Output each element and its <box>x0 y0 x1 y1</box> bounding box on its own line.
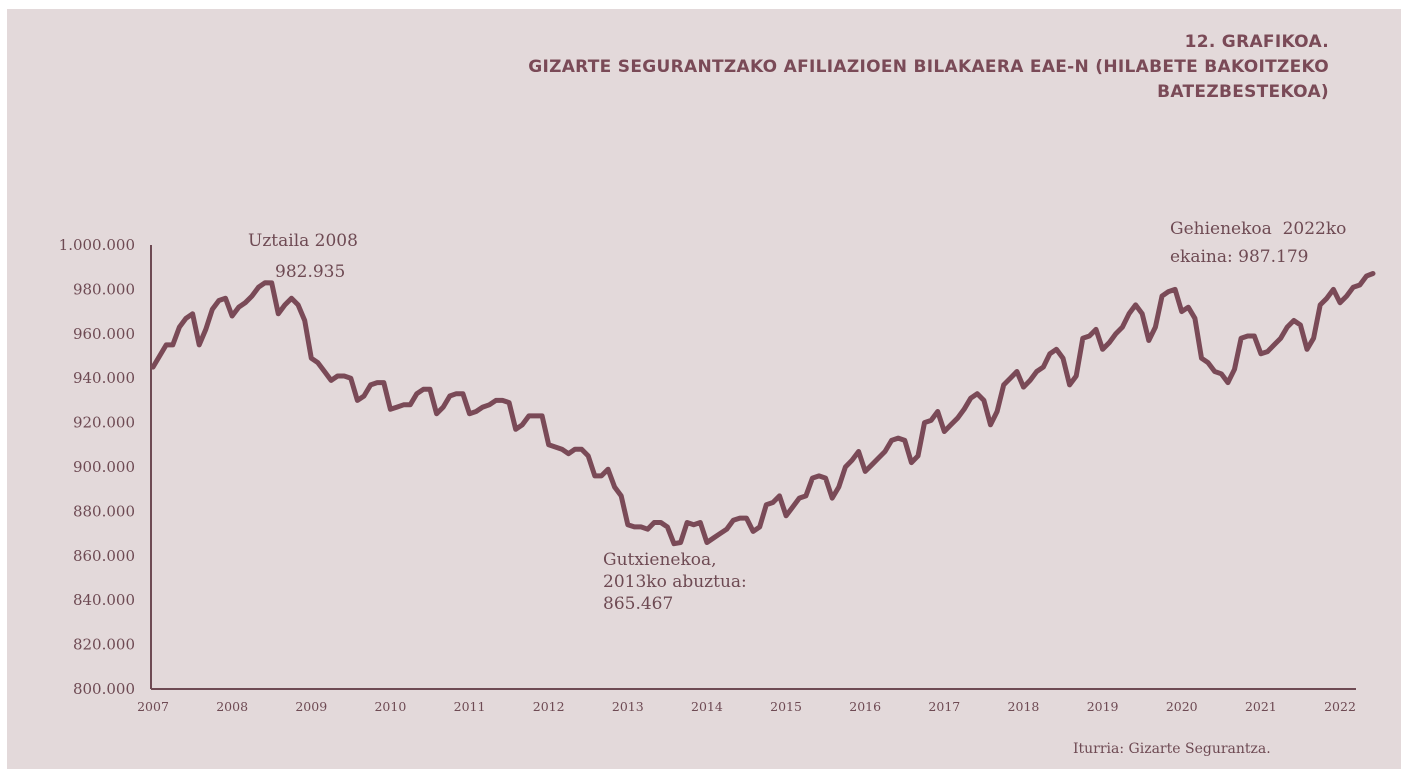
series-line <box>150 271 1376 547</box>
y-tick-label: 960.000 <box>73 325 135 343</box>
x-tick-label: 2011 <box>454 699 486 714</box>
annotation-min-2013-line: 865.467 <box>603 594 673 614</box>
series-layer <box>150 271 1376 547</box>
y-tick-label: 840.000 <box>73 591 135 609</box>
y-tick-label: 900.000 <box>73 458 135 476</box>
x-tick-label: 2012 <box>533 699 565 714</box>
y-tick-label: 820.000 <box>73 636 135 654</box>
chart-panel <box>7 9 1401 769</box>
x-tick-label: 2018 <box>1008 699 1040 714</box>
annotations: Uztaila 2008 982.935 Gutxienekoa,2013ko a… <box>248 219 1346 614</box>
x-tick-label: 2022 <box>1324 699 1356 714</box>
annotation-max-2022-line: ekaina: 987.179 <box>1170 247 1308 267</box>
x-tick-label: 2014 <box>691 699 723 714</box>
x-tick-label: 2013 <box>612 699 644 714</box>
x-tick-label: 2020 <box>1166 699 1198 714</box>
source-note: Iturria: Gizarte Segurantza. <box>1073 741 1271 757</box>
annotation-max-2022-line: Gehienekoa 2022ko <box>1170 219 1346 239</box>
y-tick-label: 920.000 <box>73 414 135 432</box>
x-tick-label: 2009 <box>295 699 327 714</box>
y-tick-label: 800.000 <box>73 680 135 698</box>
x-tick-label: 2017 <box>928 699 960 714</box>
y-tick-label: 1.000.000 <box>59 236 135 254</box>
x-tick-label: 2019 <box>1087 699 1119 714</box>
x-tick-label: 2015 <box>770 699 802 714</box>
axes <box>150 245 1356 690</box>
chart-title-line-2: BATEZBESTEKOA) <box>1157 82 1329 102</box>
y-tick-labels: 800.000 820.000 840.000 860.000 880.000 900.0… <box>59 236 135 698</box>
x-tick-labels: 2007 2008 2009 2010 2011 2012 2013 2014 2015 2016… <box>137 699 1356 714</box>
y-tick-label: 880.000 <box>73 502 135 520</box>
x-tick-label: 2016 <box>849 699 881 714</box>
x-tick-label: 2021 <box>1245 699 1277 714</box>
chart-title-block: 12. GRAFIKOA. GIZARTE SEGURANTZAKO AFILI… <box>528 30 1329 105</box>
y-tick-label: 980.000 <box>73 280 135 298</box>
annotation-max-2008-line: 982.935 <box>248 262 345 282</box>
y-tick-label: 860.000 <box>73 547 135 565</box>
chart-title-line-1: GIZARTE SEGURANTZAKO AFILIAZIOEN BILAKAE… <box>528 57 1329 77</box>
annotation-max-2008-line: Uztaila 2008 <box>248 231 358 251</box>
annotation-min-2013-line: Gutxienekoa, <box>603 550 717 570</box>
x-tick-label: 2008 <box>216 699 248 714</box>
x-tick-label: 2007 <box>137 699 169 714</box>
y-tick-label: 940.000 <box>73 369 135 387</box>
chart-label: 12. GRAFIKOA. <box>1184 32 1329 52</box>
annotation-min-2013-line: 2013ko abuztua: <box>603 572 747 592</box>
x-tick-label: 2010 <box>374 699 406 714</box>
